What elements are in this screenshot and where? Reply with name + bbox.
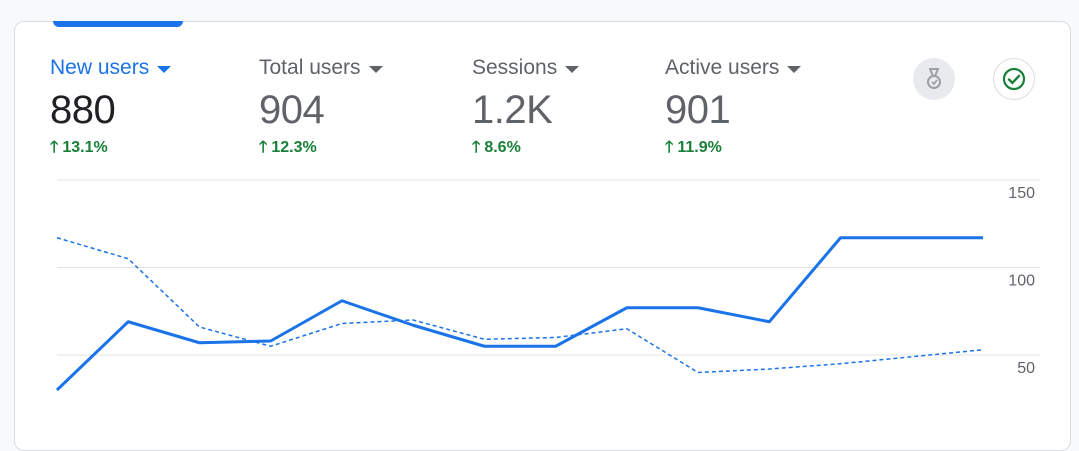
metric-value: 904 [259,88,325,132]
metric-value: 901 [665,88,731,132]
metric-label-text: Active users [665,56,780,79]
metric-label-text: Total users [259,56,361,79]
metric-change: 🡑 12.3% [259,139,383,157]
insights-icon [927,68,941,89]
metric-label-sessions: Sessions [472,56,580,80]
metric-value: 1.2K [472,88,553,132]
metric-change: 🡑 13.1% [50,139,171,157]
metric-label-text: Sessions [472,56,558,79]
metric-sessions[interactable]: Sessions 1.2K 🡑 8.6% [472,56,580,157]
y-tick-label: 50 [1017,360,1035,377]
check-button[interactable] [993,58,1035,100]
metric-change-text: 11.9% [677,139,722,156]
arrow-up-icon: 🡑 [472,139,481,156]
check-circle-icon [1002,67,1026,91]
metric-label-active-users: Active users [665,56,802,80]
metric-label-new-users: New users [50,56,172,80]
chevron-down-icon[interactable] [565,65,580,73]
y-tick-label: 100 [1008,273,1035,290]
arrow-up-icon: 🡑 [50,139,59,156]
chevron-down-icon[interactable] [157,65,172,73]
metric-change: 🡑 8.6% [472,139,579,157]
arrow-up-icon: 🡑 [259,139,268,156]
metric-change: 🡑 11.9% [665,139,801,157]
line-chart: 150 100 50 [55,179,1040,392]
metric-label-text: New users [50,56,150,79]
chevron-down-icon[interactable] [787,65,802,73]
metric-active-users[interactable]: Active users 901 🡑 11.9% [665,56,802,157]
metric-new-users[interactable]: New users 880 🡑 13.1% [50,56,172,157]
metric-change-text: 8.6% [484,139,521,156]
metric-value: 880 [50,88,116,132]
overview-card [14,21,1071,451]
chevron-down-icon[interactable] [368,65,383,73]
insights-button[interactable] [913,58,955,100]
y-tick-label: 150 [1008,185,1035,202]
series-line-current [55,236,983,392]
metric-total-users[interactable]: Total users 904 🡑 12.3% [259,56,383,157]
selected-tab-indicator [53,21,183,27]
arrow-up-icon: 🡑 [665,139,674,156]
metric-label-total-users: Total users [259,56,383,80]
series-line-previous [56,237,984,374]
metric-change-text: 12.3% [271,139,317,156]
metric-change-text: 13.1% [62,139,108,156]
